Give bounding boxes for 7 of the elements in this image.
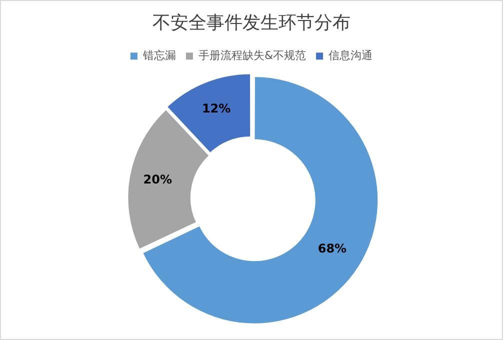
data-label: 20% <box>143 172 172 187</box>
legend-label: 手册流程缺失&不规范 <box>198 48 306 62</box>
legend-label: 信息沟通 <box>328 48 373 62</box>
chart-title: 不安全事件发生环节分布 <box>152 12 350 34</box>
legend-label: 错忘漏 <box>142 48 176 62</box>
data-label: 12% <box>202 102 231 116</box>
data-label: 68% <box>318 242 347 256</box>
